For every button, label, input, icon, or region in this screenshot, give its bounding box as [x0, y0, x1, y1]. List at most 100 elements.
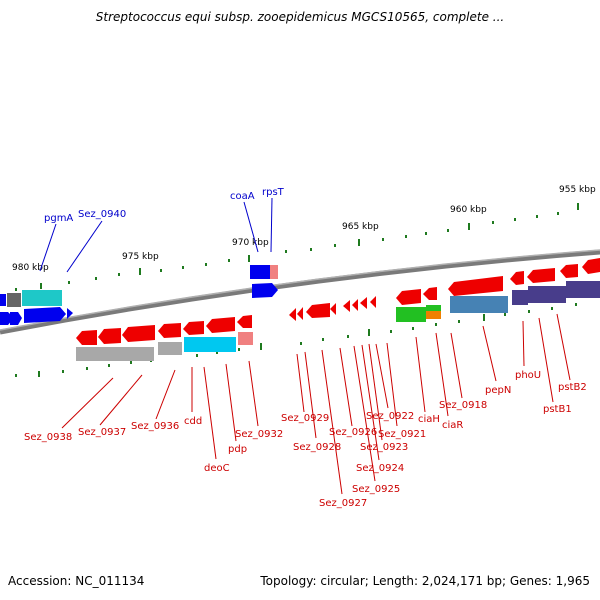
scale-label: 980 kbp: [12, 263, 49, 273]
gene-label: Sez_0937: [78, 427, 126, 438]
gene-arrow: [582, 258, 600, 274]
gene-arrow: [158, 323, 181, 338]
leader-line: [556, 313, 571, 381]
leader-line: [66, 220, 103, 273]
gene-arrow: [98, 328, 121, 344]
gene-arrow: [396, 289, 421, 305]
leader-line: [482, 325, 497, 382]
gene-arrow: [252, 283, 278, 298]
scale-ticks: [15, 203, 579, 291]
leader-line: [321, 349, 343, 495]
gene-label: Sez_0929: [281, 413, 329, 424]
gene-label: pepN: [485, 385, 511, 396]
leader-line: [203, 366, 217, 460]
leader-line: [435, 332, 449, 417]
gene-label: Sez_0926: [329, 427, 377, 438]
gene-label: Sez_0921: [378, 429, 426, 440]
gene-arrow: [330, 303, 336, 315]
gene-label: Sez_0925: [352, 484, 400, 495]
gene-label: phoU: [515, 370, 541, 381]
gene-arrow: [184, 337, 236, 352]
gene-arrow: [426, 311, 441, 319]
gene-arrow: [306, 303, 330, 318]
leader-line: [248, 360, 259, 427]
gene-arrow: [396, 307, 426, 322]
gene-label: Sez_0938: [24, 432, 72, 443]
top-gene-labels: pgmA Sez_0940 coaA rpsT: [39, 187, 285, 273]
gene-arrow: [7, 293, 21, 307]
gene-arrow: [22, 290, 62, 306]
gene-label: deoC: [204, 463, 230, 474]
gene-label: pdp: [228, 444, 247, 455]
accession-text: Accession: NC_011134: [8, 574, 145, 588]
leader-line: [39, 223, 57, 272]
gene-arrow: [250, 265, 270, 279]
gene-arrow: [528, 286, 566, 303]
leader-line: [415, 336, 426, 413]
gene-arrow: [67, 308, 73, 319]
scale-labels: 980 kbp 975 kbp 970 kbp 965 kbp 960 kbp …: [12, 185, 596, 273]
gene-label: pgmA: [44, 213, 73, 224]
leader-line: [386, 342, 398, 427]
leader-line: [353, 345, 376, 482]
leader-line: [243, 201, 259, 253]
gene-arrow: [158, 342, 182, 355]
leader-line: [450, 332, 463, 399]
gene-label: rpsT: [262, 187, 285, 198]
gene-arrow: [206, 317, 235, 333]
gene-arrow: [450, 296, 508, 313]
gene-arrow: [237, 315, 252, 328]
gene-label: ciaH: [418, 414, 440, 425]
leader-line: [155, 369, 176, 420]
gene-arrow: [510, 271, 524, 285]
gene-arrow: [352, 299, 358, 311]
gene-arrow: [10, 312, 22, 325]
scale-label: 970 kbp: [232, 238, 269, 248]
gene-label: Sez_0936: [131, 421, 179, 432]
genome-backbone-highlight: [0, 249, 600, 331]
genome-backbone: [0, 249, 600, 335]
gene-label: ciaR: [442, 420, 463, 431]
scale-label: 955 kbp: [559, 185, 596, 195]
gene-arrow: [183, 321, 204, 335]
gene-label: coaA: [230, 191, 255, 202]
leader-line: [270, 197, 273, 253]
leader-line: [339, 347, 353, 427]
scale-label: 960 kbp: [450, 205, 487, 215]
gene-label: Sez_0927: [319, 498, 367, 509]
gene-arrow: [0, 294, 6, 306]
gene-arrow: [289, 308, 296, 321]
gene-arrow: [270, 265, 278, 279]
scale-label: 975 kbp: [122, 252, 159, 262]
gene-arrow: [343, 300, 350, 312]
gene-arrow: [512, 290, 528, 305]
gene-arrow: [297, 307, 303, 320]
leader-line: [99, 374, 143, 426]
gene-label: pstB2: [558, 382, 587, 393]
gene-arrow: [122, 325, 155, 342]
leader-line: [61, 377, 114, 429]
forward-genes-mid: [250, 265, 278, 298]
gene-arrow: [370, 296, 376, 308]
gene-arrow: [76, 347, 154, 361]
gene-label: Sez_0923: [360, 442, 408, 453]
map-title: Streptococcus equi subsp. zooepidemicus …: [95, 10, 505, 24]
genome-summary-text: Topology: circular; Length: 2,024,171 bp…: [260, 574, 590, 588]
gene-arrow: [448, 276, 503, 296]
gene-arrow: [76, 330, 97, 345]
leader-line: [304, 351, 317, 439]
leader-line: [522, 320, 525, 367]
genome-map: 980 kbp 975 kbp 970 kbp 965 kbp 960 kbp …: [0, 185, 600, 509]
gene-arrow: [527, 268, 555, 283]
gene-label: Sez_0918: [439, 400, 487, 411]
gene-label: Sez_0928: [293, 442, 341, 453]
gene-label: Sez_0940: [78, 209, 126, 220]
leader-line: [225, 363, 237, 442]
gene-arrow: [24, 307, 66, 323]
gene-label: Sez_0932: [235, 429, 283, 440]
leader-line: [368, 343, 383, 441]
leader-line: [296, 353, 305, 413]
forward-genes-left: [0, 290, 73, 325]
bottom-gene-labels: Sez_0938 Sez_0937 Sez_0936 cdd deoC pdp …: [24, 313, 587, 509]
leader-line: [375, 343, 389, 409]
